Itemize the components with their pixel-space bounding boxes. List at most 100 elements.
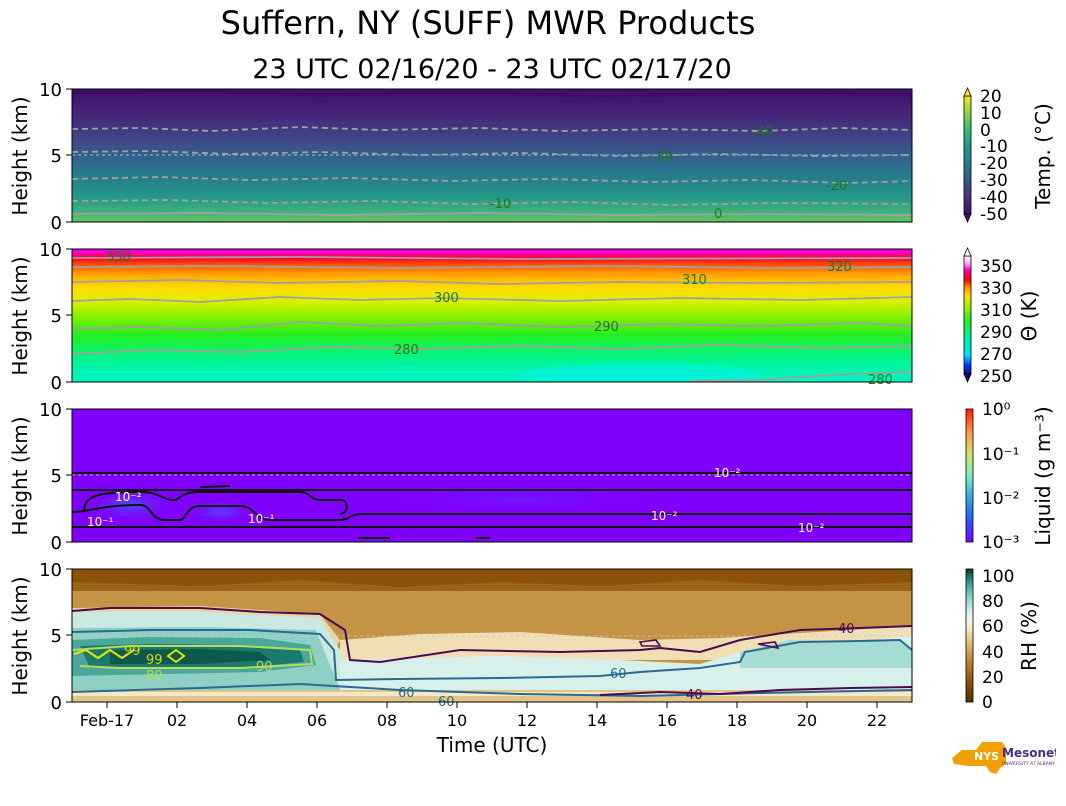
colorbar-label: Liquid (g m⁻³)	[1031, 406, 1055, 545]
theta-colorbar: 350 330 310 290 270 250 Θ (K)	[963, 247, 1041, 387]
theta-panel	[72, 249, 912, 382]
y-tick-label: 10	[39, 560, 62, 581]
liquid-contour-blob	[83, 490, 348, 515]
rh-contour-label: 40	[838, 622, 855, 637]
logo-university: UNIVERSITY AT ALBANY	[1002, 761, 1055, 767]
theta-y-axis: 10 5 0 Height (km)	[8, 240, 72, 394]
y-tick-label: 10	[39, 80, 62, 101]
colorbar-tick: 250	[980, 367, 1012, 387]
x-tick-label: 18	[727, 711, 747, 730]
rh-contour-label: 90	[256, 660, 273, 675]
x-tick-label: 20	[797, 711, 817, 730]
liquid-contour-label: 10⁻²	[798, 521, 825, 535]
y-tick-label: 0	[51, 533, 62, 554]
contour-280-surface	[689, 371, 912, 382]
time-x-axis: Feb-17 02 04 06 08 10 12 14 16 18 20 22	[80, 702, 887, 730]
temperature-colorbar: 20 10 0 -10 -20 -30 -40 -50 Temp. (°C)	[963, 87, 1055, 225]
colorbar-tick: 350	[980, 257, 1012, 277]
colorbar-tick: 60	[982, 617, 1004, 637]
x-axis-label: Time (UTC)	[436, 733, 548, 757]
theta-contour-label: 280	[394, 343, 419, 358]
colorbar-tick: 80	[982, 592, 1004, 612]
liquid-contour-label: 10⁻²	[115, 490, 142, 504]
y-tick-label: 5	[51, 146, 62, 167]
colorbar-tick: 290	[980, 323, 1012, 343]
y-axis-label: Height (km)	[8, 256, 32, 375]
colorbar-tick: 10⁻¹	[982, 445, 1019, 465]
colorbar-tick: 40	[982, 643, 1004, 663]
theta-contour-label: 300	[434, 291, 459, 306]
y-tick-label: 0	[51, 693, 62, 714]
liquid-contour-label: 10⁻²	[651, 509, 678, 523]
y-axis-label: Height (km)	[8, 96, 32, 215]
colorbar-gradient	[963, 255, 972, 375]
colorbar-tick: -20	[980, 154, 1008, 174]
colorbar-tick: -30	[980, 171, 1008, 191]
colorbar-label: Θ (K)	[1017, 291, 1041, 342]
temperature-y-axis: 10 5 0 Height (km)	[8, 80, 72, 234]
colorbar-tick: 10⁰	[982, 400, 1011, 420]
rh-contour-label: 60	[398, 686, 415, 701]
colorbar-tick: 100	[982, 567, 1014, 587]
colorbar-tick: 270	[980, 345, 1012, 365]
y-tick-label: 10	[39, 400, 62, 421]
colorbar-label: Temp. (°C)	[1031, 103, 1055, 210]
x-tick-label: 22	[867, 711, 887, 730]
theta-contour-label: 290	[594, 320, 619, 335]
theta-contour-labels: 330 320 310 300 290 280 280	[106, 250, 893, 388]
liquid-panel	[72, 409, 912, 542]
colorbar-tick: 330	[980, 279, 1012, 299]
figure-title: Suffern, NY (SUFF) MWR Products	[220, 4, 756, 42]
contour-minus20	[72, 176, 912, 184]
temp-contour-label: -30	[652, 150, 673, 165]
x-tick-label: 12	[517, 711, 537, 730]
y-tick-label: 0	[51, 213, 62, 234]
rh-contour-label: 60	[610, 667, 627, 682]
colorbar-gradient	[965, 408, 974, 543]
liquid-contour-labels: 10⁻² 10⁻² 10⁻¹ 10⁻¹ 10⁻² 10⁻²	[87, 466, 825, 535]
colorbar-gradient	[963, 95, 972, 215]
rh-contour-label: 99	[146, 653, 163, 668]
colorbar-tick: 10	[980, 104, 1002, 124]
x-tick-label: 04	[237, 711, 257, 730]
x-tick-label: Feb-17	[80, 711, 134, 730]
colorbar-tick: 0	[980, 121, 991, 141]
theta-contour-label: 280	[868, 373, 893, 388]
contour-zero	[72, 212, 912, 216]
liquid-y-axis: 10 5 0 Height (km)	[8, 400, 72, 554]
nys-mesonet-logo: NYS Mesonet UNIVERSITY AT ALBANY	[952, 742, 1056, 774]
colorbar-tick: -40	[980, 188, 1008, 208]
colorbar-tick: 0	[982, 693, 993, 713]
colorbar-tick: 20	[980, 87, 1002, 107]
theta-contour-label: 330	[106, 250, 131, 265]
temp-contour-label: -40	[752, 125, 773, 140]
temp-contour-label: -10	[490, 197, 511, 212]
temperature-panel	[72, 89, 912, 222]
colorbar-tick: 10⁻²	[982, 489, 1019, 509]
rh-panel	[72, 569, 912, 702]
contour-280	[72, 344, 912, 355]
rh-contour-label: 99	[124, 644, 141, 659]
contour-290	[72, 321, 912, 331]
rh-contour-label: 80	[146, 669, 163, 684]
colorbar-tick: 310	[980, 301, 1012, 321]
x-tick-label: 10	[447, 711, 467, 730]
rh-colorbar: 100 80 60 40 20 0 RH (%)	[965, 567, 1041, 713]
colorbar-tick: -10	[980, 137, 1008, 157]
rh-contour-labels: 99 99 80 90 60 60 60 40 40	[124, 622, 855, 710]
contour-320	[72, 265, 912, 269]
colorbar-tick: 10⁻³	[982, 533, 1019, 553]
liquid-contour-label: 10⁻²	[714, 466, 741, 480]
temp-contour-label: 0	[714, 207, 722, 222]
rh-contour-90	[72, 645, 314, 669]
rh-contour-60	[72, 629, 912, 682]
x-tick-label: 14	[587, 711, 607, 730]
rh-contour-99	[73, 648, 186, 664]
y-tick-label: 0	[51, 373, 62, 394]
y-tick-label: 5	[51, 626, 62, 647]
y-tick-label: 5	[51, 466, 62, 487]
x-tick-label: 06	[307, 711, 327, 730]
liquid-contour-lower	[72, 503, 912, 521]
logo-mesonet: Mesonet	[1002, 746, 1056, 760]
